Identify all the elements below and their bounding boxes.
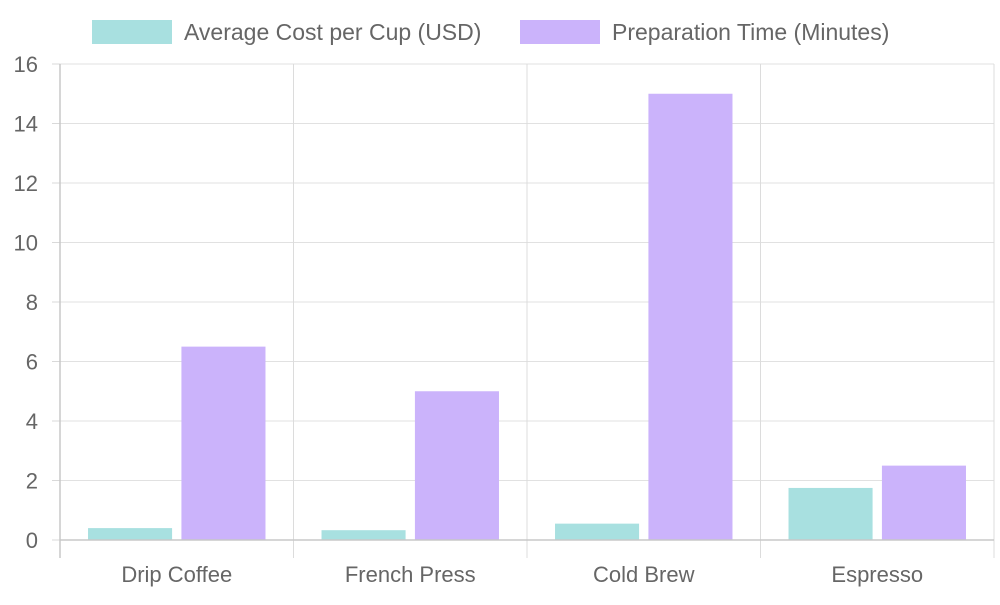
bar-time-drip-coffee [181, 346, 266, 540]
bar-cost-french-press [321, 530, 406, 540]
x-category-label: Cold Brew [593, 562, 695, 587]
y-tick-label: 6 [26, 350, 38, 375]
legend-label: Average Cost per Cup (USD) [184, 19, 481, 45]
bar-time-espresso [881, 465, 966, 540]
y-tick-label: 12 [14, 171, 38, 196]
x-category-label: Drip Coffee [121, 562, 232, 587]
y-tick-label: 2 [26, 469, 38, 494]
bars [88, 93, 966, 540]
y-axis-ticks: 0 2 4 6 8 10 12 14 16 [14, 52, 38, 553]
legend: Average Cost per Cup (USD) Preparation Ti… [92, 19, 889, 45]
x-category-label: Espresso [831, 562, 923, 587]
y-tick-label: 8 [26, 290, 38, 315]
y-tick-label: 10 [14, 231, 38, 256]
bar-cost-drip-coffee [88, 528, 173, 540]
bar-cost-espresso [788, 487, 873, 540]
y-tick-label: 16 [14, 52, 38, 77]
y-tick-label: 14 [14, 112, 38, 137]
x-axis-labels: Drip Coffee French Press Cold Brew Espresso [121, 562, 923, 587]
y-tick-label: 4 [26, 409, 38, 434]
bar-cost-cold-brew [555, 523, 640, 540]
x-category-label: French Press [345, 562, 476, 587]
bar-time-cold-brew [648, 93, 733, 540]
bar-time-french-press [414, 391, 499, 540]
legend-swatch [520, 20, 600, 44]
y-tick-label: 0 [26, 528, 38, 553]
legend-label: Preparation Time (Minutes) [612, 19, 889, 45]
axes [59, 64, 994, 558]
legend-swatch [92, 20, 172, 44]
